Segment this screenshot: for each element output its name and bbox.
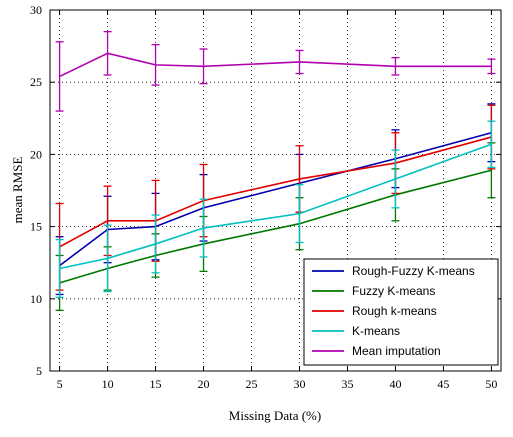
x-tick-label: 50 [485, 377, 497, 391]
legend-item: Mean imputation [312, 344, 441, 358]
y-tick-label: 20 [30, 147, 42, 161]
x-axis-label: Missing Data (%) [229, 408, 321, 423]
x-tick-label: 45 [437, 377, 449, 391]
error-bar [55, 41, 64, 112]
x-tick-label: 35 [341, 377, 353, 391]
error-bar [199, 48, 208, 85]
legend-item: Fuzzy K-means [312, 284, 435, 298]
x-tick-label: 5 [57, 377, 63, 391]
series-4 [55, 31, 496, 112]
error-bar [55, 238, 64, 299]
plot-frame [49, 9, 502, 372]
error-bar [391, 57, 400, 76]
legend-item: Rough k-means [312, 304, 437, 318]
x-tick-label: 10 [102, 377, 114, 391]
x-tick-label: 20 [198, 377, 210, 391]
error-bar [151, 44, 160, 86]
legend-label: Rough k-means [352, 304, 437, 318]
x-tick-label: 25 [246, 377, 258, 391]
y-tick-labels: 5 10 15 20 25 30 [30, 3, 42, 378]
x-tick-label: 30 [293, 377, 305, 391]
x-tick-labels: 5 10 15 20 25 30 35 40 45 50 [57, 377, 498, 391]
legend-box [303, 258, 499, 366]
legend: Rough-Fuzzy K-means Fuzzy K-means Rough k-… [303, 258, 499, 366]
error-bar [103, 31, 112, 76]
legend-item: K-means [312, 324, 400, 338]
legend-label: Fuzzy K-means [352, 284, 435, 298]
error-bar [391, 149, 400, 209]
series-3 [55, 120, 496, 299]
x-tick-label: 15 [150, 377, 162, 391]
legend-label: Rough-Fuzzy K-means [352, 264, 475, 278]
error-bar [487, 58, 496, 75]
legend-label: K-means [352, 324, 400, 338]
error-bar [199, 198, 208, 258]
y-tick-label: 15 [30, 220, 42, 234]
error-bar [103, 224, 112, 293]
series-group [55, 31, 496, 312]
y-tick-label: 30 [30, 3, 42, 17]
x-tick-label: 40 [389, 377, 401, 391]
y-tick-label: 25 [30, 75, 42, 89]
error-bar [487, 120, 496, 169]
error-bar [295, 184, 304, 244]
y-tick-label: 5 [36, 364, 42, 378]
legend-item: Rough-Fuzzy K-means [312, 264, 475, 278]
error-bar [151, 214, 160, 274]
legend-label: Mean imputation [352, 344, 441, 358]
y-axis-label: mean RMSE [10, 157, 25, 224]
error-bar [295, 49, 304, 75]
y-tick-label: 10 [30, 292, 42, 306]
